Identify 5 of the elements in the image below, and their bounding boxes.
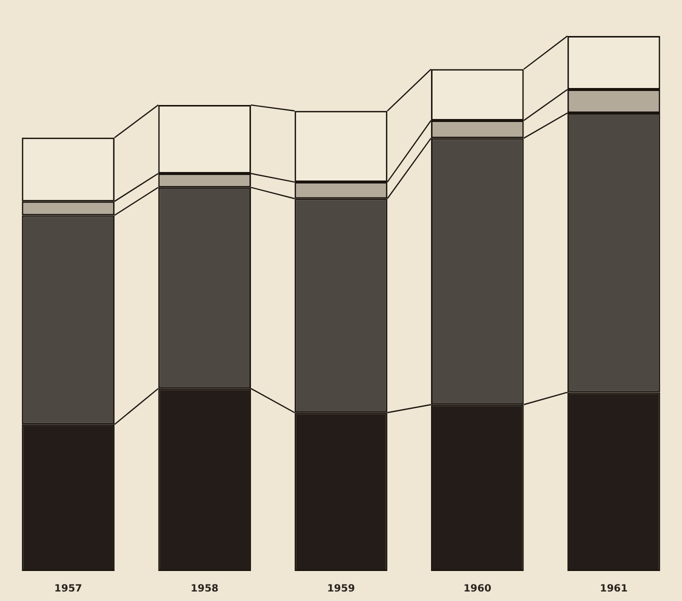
- x-tick-label: 1959: [327, 584, 355, 595]
- x-tick-label: 1960: [463, 584, 492, 595]
- x-tick-label: 1958: [190, 584, 219, 595]
- x-tick-label: 1961: [600, 584, 628, 595]
- x-tick-label: 1957: [54, 584, 82, 595]
